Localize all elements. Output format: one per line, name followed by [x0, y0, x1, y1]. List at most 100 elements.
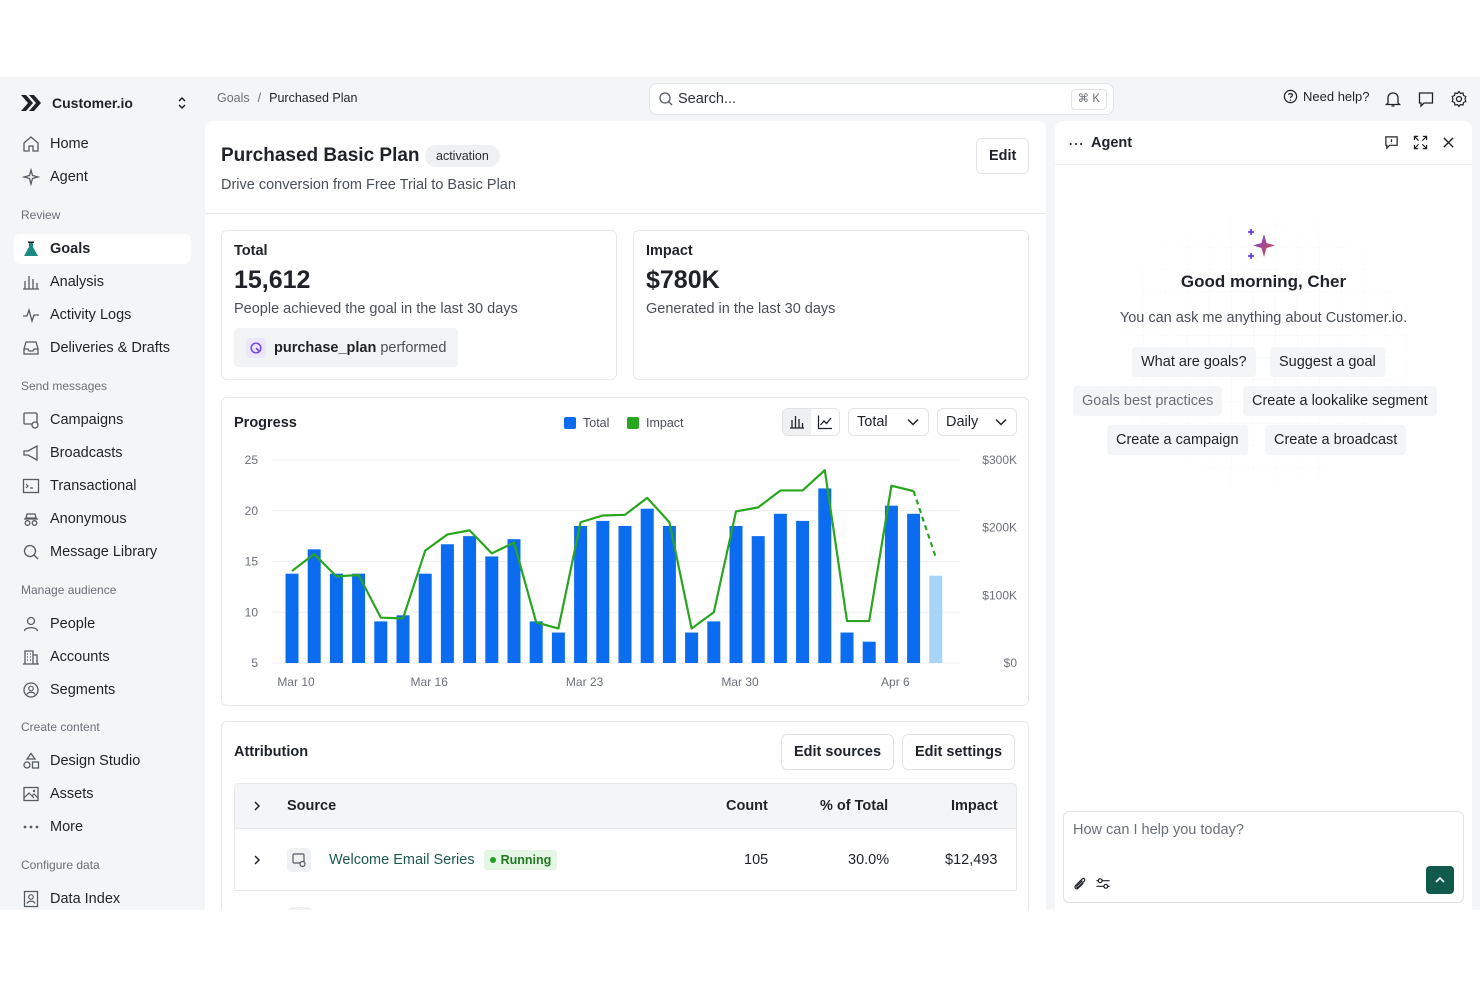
total-bar — [329, 573, 343, 663]
total-bar — [396, 615, 410, 663]
nav-item-people[interactable]: People — [14, 609, 191, 639]
expand-icon[interactable] — [1413, 135, 1428, 150]
col-count[interactable]: Count — [726, 798, 768, 814]
nav-item-campaigns[interactable]: Campaigns — [14, 405, 191, 435]
suggestion-chip[interactable]: What are goals? — [1132, 347, 1256, 377]
col-pct[interactable]: % of Total — [820, 798, 889, 814]
bell-icon[interactable] — [1384, 90, 1402, 108]
total-bar — [485, 556, 499, 663]
source-name-link[interactable]: Welcome Email Series — [329, 851, 475, 868]
suggestion-chip[interactable]: Create a lookalike segment — [1243, 386, 1437, 416]
interval-select[interactable]: Daily — [937, 408, 1017, 436]
search-icon — [659, 92, 673, 106]
goal-event-chip[interactable]: purchase_plan performed — [234, 328, 459, 367]
col-impact[interactable]: Impact — [951, 798, 998, 814]
y-left-tick-label: 10 — [245, 605, 259, 619]
agent-message-input[interactable] — [1073, 822, 1453, 852]
nav-item-more[interactable]: More — [14, 812, 191, 842]
nav-item-transactional[interactable]: Transactional — [14, 471, 191, 501]
search-input[interactable] — [678, 91, 1058, 107]
interval-select-value: Daily — [946, 414, 979, 430]
total-bar — [929, 575, 943, 663]
total-bar — [596, 520, 610, 663]
x-tick-label: Mar 30 — [721, 675, 759, 689]
suggestion-chip[interactable]: Create a broadcast — [1265, 425, 1407, 455]
attribution-title: Attribution — [234, 744, 309, 760]
legend-total[interactable]: Total — [564, 416, 609, 430]
total-bar — [307, 549, 321, 663]
total-bar — [529, 621, 543, 663]
y-left-tick-label: 20 — [245, 504, 259, 518]
nav-item-home[interactable]: Home — [14, 129, 191, 159]
nav-item-segments[interactable]: Segments — [14, 675, 191, 705]
suggestion-chip[interactable]: Create a campaign — [1107, 425, 1248, 455]
nav-item-anonymous[interactable]: Anonymous — [14, 504, 191, 534]
breadcrumb-parent[interactable]: Goals — [217, 91, 250, 105]
nav-item-design-studio[interactable]: Design Studio — [14, 746, 191, 776]
expand-all-icon[interactable] — [251, 784, 263, 828]
suggestion-chip[interactable]: Suggest a goal — [1270, 347, 1385, 377]
gear-icon[interactable] — [1450, 90, 1468, 108]
breadcrumb-current: Purchased Plan — [269, 91, 358, 105]
goal-description: Drive conversion from Free Trial to Basi… — [221, 177, 516, 193]
attribution-card: Attribution Edit sources Edit settings S… — [221, 721, 1029, 910]
nav-item-data-index[interactable]: Data Index — [14, 884, 191, 910]
edit-sources-button[interactable]: Edit sources — [781, 734, 895, 770]
chevron-updown-icon[interactable] — [176, 94, 188, 112]
chat-icon[interactable] — [1417, 90, 1435, 108]
feedback-icon[interactable] — [1384, 135, 1399, 150]
col-source[interactable]: Source — [287, 798, 337, 814]
impact-value: $780K — [646, 266, 720, 294]
paperclip-icon[interactable] — [1072, 876, 1087, 891]
close-icon[interactable] — [1442, 136, 1455, 149]
customerio-logo-icon — [21, 95, 41, 111]
chevron-down-icon — [907, 418, 919, 426]
workspace-switcher[interactable]: Customer.io — [14, 91, 192, 115]
nav-item-analysis[interactable]: Analysis — [14, 267, 191, 297]
nav-item-activity-logs[interactable]: Activity Logs — [14, 300, 191, 330]
nav-section-manage-audience: Manage audience — [21, 583, 117, 597]
nav-label: Assets — [50, 786, 94, 802]
nav-label: Broadcasts — [50, 445, 123, 461]
nav-item-assets[interactable]: Assets — [14, 779, 191, 809]
nav-item-goals[interactable]: Goals — [14, 234, 191, 264]
flask-icon — [21, 239, 41, 259]
y-right-tick-label: $200K — [982, 521, 1017, 535]
legend-swatch — [627, 417, 639, 429]
total-bar — [707, 621, 721, 663]
bar-chart-toggle[interactable] — [783, 409, 811, 435]
agent-header: ⋯ Agent — [1055, 121, 1472, 165]
image-icon — [21, 784, 41, 804]
total-bar — [640, 508, 654, 663]
nav-item-broadcasts[interactable]: Broadcasts — [14, 438, 191, 468]
person-icon — [21, 614, 41, 634]
send-button[interactable] — [1426, 866, 1454, 894]
nav-label: More — [50, 819, 84, 835]
y-right-tick-label: $100K — [982, 588, 1017, 602]
edit-goal-button[interactable]: Edit — [976, 138, 1030, 174]
nav-item-message-library[interactable]: Message Library — [14, 537, 191, 567]
line-chart-toggle[interactable] — [811, 409, 839, 435]
workspace-name: Customer.io — [52, 95, 133, 111]
chevron-up-icon — [1435, 876, 1445, 883]
global-search[interactable]: ⌘ K — [649, 83, 1114, 115]
suggestion-chip[interactable]: Goals best practices — [1073, 386, 1223, 416]
legend-impact[interactable]: Impact — [627, 416, 684, 430]
need-help-button[interactable]: Need help? — [1283, 89, 1370, 104]
impact-label: Impact — [646, 243, 693, 259]
nav-section-configure-data: Configure data — [21, 858, 100, 872]
nav-item-accounts[interactable]: Accounts — [14, 642, 191, 672]
table-header: Source Count % of Total Impact — [234, 783, 1017, 829]
nav-item-agent[interactable]: Agent — [14, 162, 191, 192]
metric-select[interactable]: Total — [848, 408, 929, 436]
expand-row-icon[interactable] — [251, 829, 263, 890]
sliders-icon[interactable] — [1095, 876, 1111, 891]
progress-chart: 25 20 15 10 5 $300K $200K $100K $0 Mar 10 Mar 16 Ma… — [245, 453, 1018, 689]
more-icon[interactable]: ⋯ — [1068, 136, 1085, 153]
impact-line — [291, 469, 914, 630]
total-bar — [418, 573, 432, 663]
table-row[interactable]: Welcome Email Series Running 105 30.0% $… — [234, 829, 1017, 891]
nav-item-deliveries-drafts[interactable]: Deliveries & Drafts — [14, 333, 191, 363]
edit-settings-button[interactable]: Edit settings — [902, 734, 1016, 770]
y-left-tick-label: 15 — [245, 555, 259, 569]
